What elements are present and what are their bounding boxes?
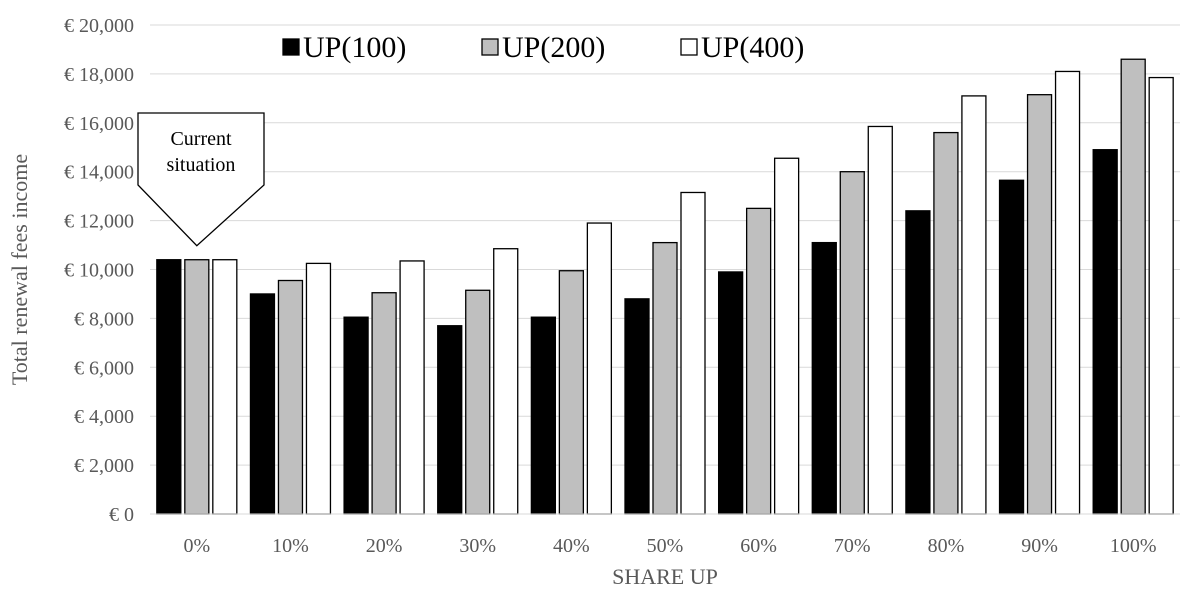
y-tick-label-4: € 8,000 [74, 308, 134, 330]
y-axis-ticks: € 0 € 2,000 € 4,000 € 6,000 € 8,000 € 10,000 €… [64, 15, 134, 526]
bar-UP(400)-40% [586, 222, 613, 515]
bar-UP(400)-80% [961, 95, 987, 515]
bar-UP(200)-30% [465, 289, 491, 515]
bar-UP(100)-10% [249, 293, 276, 515]
bar-UP(100)-60% [717, 271, 744, 515]
bar-UP(400)-60% [773, 157, 800, 515]
x-tick-label-6: 60% [740, 535, 777, 557]
bar-UP(100)-80% [905, 210, 931, 515]
bar-UP(200)-0% [184, 259, 210, 515]
y-tick-label-7: € 14,000 [64, 162, 134, 184]
bar-UP(200)-10% [277, 279, 304, 515]
bar-UP(200)-80% [933, 131, 959, 515]
x-axis-label: SHARE UP [612, 564, 718, 589]
x-tick-label-4: 40% [553, 535, 590, 557]
x-axis-ticks: 0% 10% 20% 30% 40% 50% 60% 70% 80% 90% 100% [183, 535, 1156, 557]
bar-UP(100)-50% [624, 298, 650, 515]
bar-UP(200)-20% [371, 292, 397, 515]
bar-UP(400)-10% [305, 262, 332, 515]
legend-label-UP(200): UP(200) [502, 31, 605, 64]
bar-UP(200)-50% [652, 241, 678, 515]
bar-UP(200)-90% [1026, 94, 1053, 515]
x-tick-label-2: 20% [366, 535, 403, 557]
bar-UP(400)-20% [399, 260, 425, 515]
y-axis-label: Total renewal fees income [7, 154, 32, 385]
y-tick-label-6: € 12,000 [64, 211, 134, 233]
legend-swatch-UP(200) [481, 38, 499, 56]
x-tick-label-3: 30% [459, 535, 496, 557]
callout-text-line-2: situation [167, 154, 236, 176]
legend-label-UP(400): UP(400) [701, 31, 804, 64]
bar-UP(200)-70% [839, 171, 865, 515]
bar-UP(200)-100% [1120, 58, 1146, 515]
current-situation-callout: Current situation [137, 112, 265, 247]
y-tick-label-5: € 10,000 [64, 260, 134, 282]
bar-UP(400)-30% [493, 248, 519, 515]
bars [156, 58, 1174, 515]
x-tick-label-8: 80% [928, 535, 965, 557]
x-tick-label-1: 10% [272, 535, 309, 557]
bar-UP(100)-90% [998, 179, 1025, 515]
y-tick-label-8: € 16,000 [64, 113, 134, 135]
x-tick-label-10: 100% [1110, 535, 1157, 557]
bar-UP(100)-20% [343, 316, 369, 515]
bar-UP(200)-40% [558, 270, 585, 515]
callout-text-line-1: Current [170, 128, 232, 150]
legend: UP(100) UP(200) UP(400) [282, 31, 804, 64]
bar-UP(100)-30% [437, 325, 463, 515]
legend-swatch-UP(100) [282, 38, 300, 56]
y-tick-label-9: € 18,000 [64, 64, 134, 86]
bar-UP(100)-40% [530, 316, 557, 515]
y-tick-label-3: € 6,000 [74, 357, 134, 379]
bar-UP(400)-70% [867, 125, 893, 515]
x-tick-label-7: 70% [834, 535, 871, 557]
bar-UP(400)-100% [1148, 76, 1174, 515]
callout-shape [137, 112, 265, 247]
bar-UP(100)-70% [811, 241, 837, 515]
bar-UP(100)-0% [156, 259, 182, 515]
y-tick-label-1: € 2,000 [74, 455, 134, 477]
bar-UP(400)-50% [680, 191, 706, 515]
bar-UP(400)-90% [1054, 70, 1081, 515]
legend-swatch-UP(400) [680, 38, 698, 56]
x-tick-label-0: 0% [183, 535, 210, 557]
legend-label-UP(100): UP(100) [303, 31, 406, 64]
y-tick-label-0: € 0 [109, 504, 134, 526]
y-tick-label-2: € 4,000 [74, 406, 134, 428]
x-tick-label-9: 90% [1021, 535, 1058, 557]
x-tick-label-5: 50% [647, 535, 684, 557]
bar-UP(100)-100% [1092, 149, 1118, 515]
bar-UP(400)-0% [212, 259, 238, 515]
y-tick-label-10: € 20,000 [64, 15, 134, 37]
bar-UP(200)-60% [745, 207, 772, 515]
